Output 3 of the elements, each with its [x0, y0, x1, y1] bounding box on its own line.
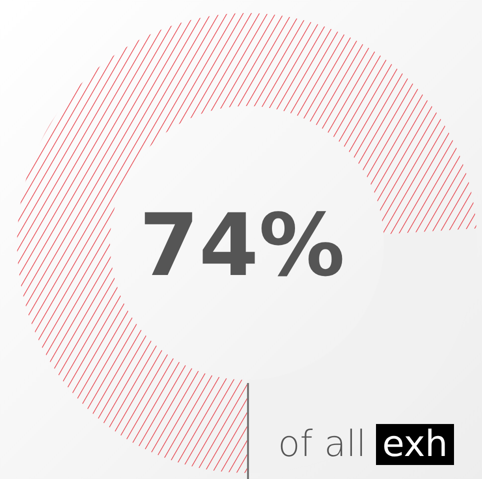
text: of all: [278, 424, 366, 465]
text: exh: [376, 424, 454, 465]
data-label: 74%: [139, 196, 345, 296]
